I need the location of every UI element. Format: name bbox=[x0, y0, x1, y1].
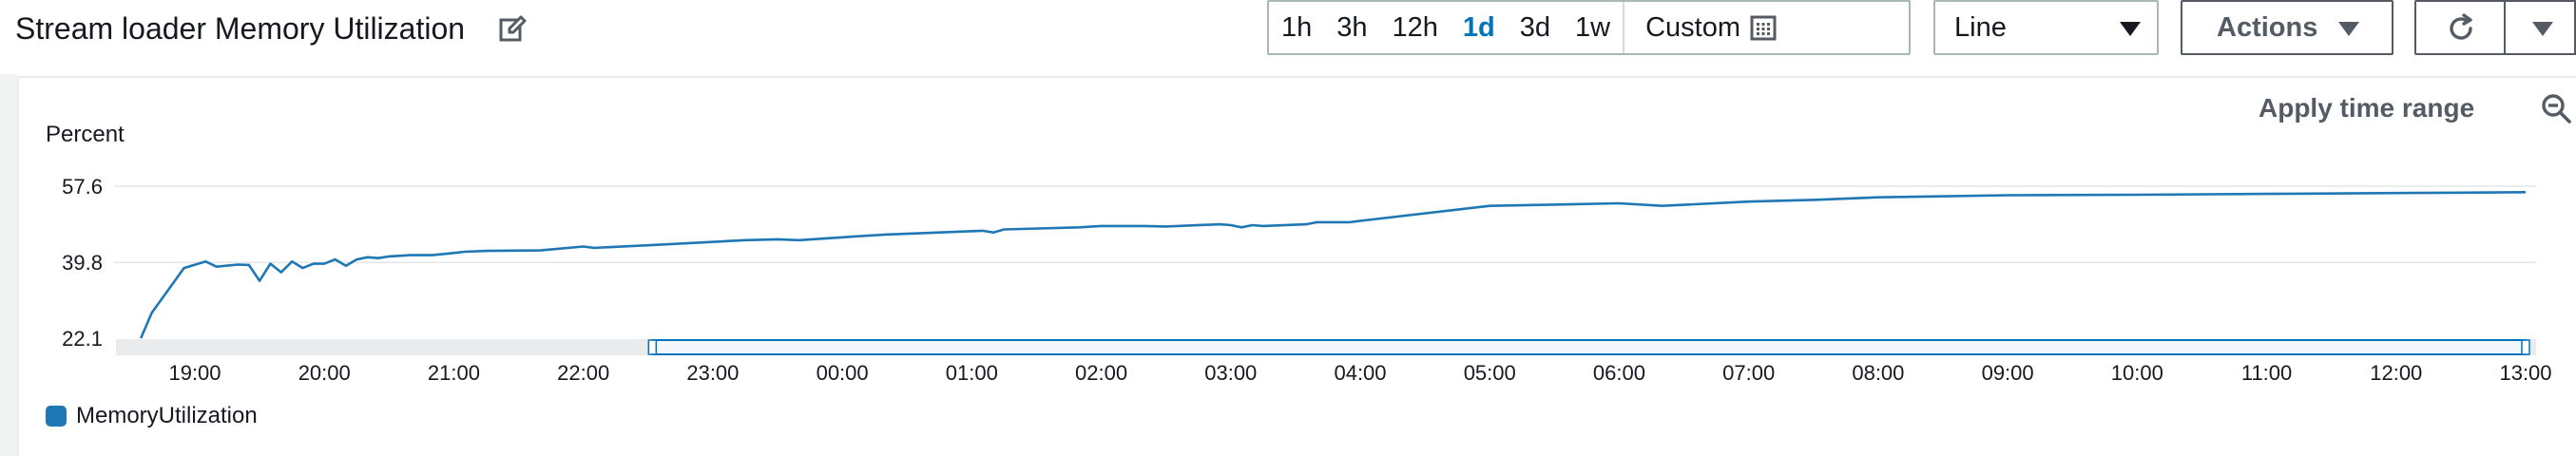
chevron-down-icon bbox=[2532, 22, 2553, 36]
brush-selection bbox=[651, 339, 2528, 355]
chart-type-value: Line bbox=[1954, 12, 2007, 43]
x-tick-label: 02:00 bbox=[1075, 361, 1127, 385]
range-3h[interactable]: 3h bbox=[1336, 12, 1368, 43]
x-tick-label: 04:00 bbox=[1334, 361, 1386, 385]
widget-title: Stream loader Memory Utilization bbox=[15, 11, 466, 46]
calendar-icon bbox=[1750, 15, 1777, 41]
y-tick-label: 57.6 bbox=[62, 175, 103, 199]
chevron-down-icon bbox=[2120, 22, 2141, 36]
time-range-selector: 1h 3h 12h 1d 3d 1w Custom bbox=[1267, 0, 1911, 55]
apply-time-range-button[interactable]: Apply time range bbox=[2259, 93, 2475, 123]
range-1d[interactable]: 1d bbox=[1462, 12, 1495, 43]
x-tick-label: 11:00 bbox=[2241, 361, 2292, 385]
brush-handle-right bbox=[2521, 339, 2530, 355]
zoom-out-icon[interactable] bbox=[2540, 92, 2572, 124]
widget-header: Stream loader Memory Utilization 1h 3h 1… bbox=[0, 0, 2576, 76]
series-line-memoryutilization bbox=[140, 191, 2527, 339]
legend: MemoryUtilization bbox=[46, 403, 258, 429]
custom-range-button[interactable]: Custom bbox=[1624, 2, 1788, 53]
actions-button[interactable]: Actions bbox=[2181, 0, 2393, 55]
x-tick-label: 20:00 bbox=[298, 361, 351, 385]
x-tick-label: 12:00 bbox=[2370, 361, 2422, 385]
grid-lines bbox=[114, 185, 2536, 263]
chart-type-select[interactable]: Line bbox=[1933, 0, 2159, 55]
x-axis-ticks: 19:00 20:00 21:00 22:00 23:00 00:00 01:00 02:00… bbox=[168, 361, 2551, 385]
refresh-button[interactable] bbox=[2414, 0, 2506, 55]
range-12h[interactable]: 12h bbox=[1392, 12, 1438, 43]
range-1h[interactable]: 1h bbox=[1281, 12, 1313, 43]
x-tick-label: 08:00 bbox=[1852, 361, 1904, 385]
legend-swatch[interactable] bbox=[46, 406, 67, 427]
edit-icon[interactable] bbox=[498, 15, 527, 44]
panel-gutter bbox=[0, 74, 17, 456]
x-tick-label: 23:00 bbox=[686, 361, 739, 385]
y-tick-label: 39.8 bbox=[62, 251, 103, 275]
refresh-options-button[interactable] bbox=[2504, 0, 2576, 55]
range-1w[interactable]: 1w bbox=[1575, 12, 1611, 43]
x-tick-label: 22:00 bbox=[557, 361, 609, 385]
x-tick-label: 06:00 bbox=[1593, 361, 1645, 385]
actions-label: Actions bbox=[2217, 12, 2318, 43]
legend-label-memoryutilization[interactable]: MemoryUtilization bbox=[76, 403, 258, 428]
y-axis-ticks: 22.1 39.8 57.6 bbox=[62, 175, 103, 351]
y-axis-label: Percent bbox=[46, 122, 125, 147]
y-tick-label: 22.1 bbox=[62, 327, 103, 351]
series-lines bbox=[140, 191, 2527, 339]
brush-handle-left bbox=[647, 339, 658, 355]
x-tick-label: 19:00 bbox=[168, 361, 221, 385]
chevron-down-icon bbox=[2338, 22, 2359, 36]
chart-panel bbox=[17, 76, 2576, 456]
x-tick-label: 10:00 bbox=[2111, 361, 2163, 385]
x-tick-label: 05:00 bbox=[1464, 361, 1516, 385]
x-tick-label: 00:00 bbox=[817, 361, 869, 385]
x-tick-label: 03:00 bbox=[1204, 361, 1257, 385]
x-tick-label: 21:00 bbox=[428, 361, 480, 385]
x-tick-label: 07:00 bbox=[1722, 361, 1775, 385]
refresh-icon bbox=[2450, 13, 2472, 40]
x-tick-label: 01:00 bbox=[946, 361, 998, 385]
range-3d[interactable]: 3d bbox=[1519, 12, 1551, 43]
custom-range-label: Custom bbox=[1645, 12, 1741, 43]
x-tick-label: 09:00 bbox=[1982, 361, 2034, 385]
range-separator bbox=[1623, 2, 1625, 53]
x-tick-label: 13:00 bbox=[2499, 361, 2551, 385]
time-range-brush bbox=[116, 339, 2536, 355]
